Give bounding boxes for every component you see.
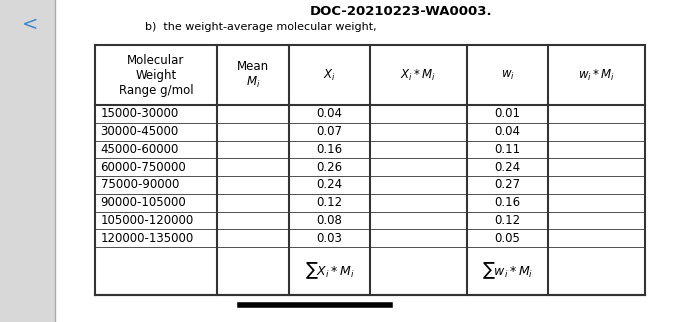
Text: $w_i$: $w_i$ (500, 69, 514, 81)
Text: 75000-90000: 75000-90000 (101, 178, 179, 191)
Text: DOC-20210223-WA0003.: DOC-20210223-WA0003. (310, 5, 493, 18)
Text: 0.12: 0.12 (316, 196, 342, 209)
Text: 0.24: 0.24 (494, 161, 521, 174)
Bar (0, 0, 55, 322)
Text: 0.05: 0.05 (495, 232, 520, 245)
Text: 0.27: 0.27 (494, 178, 521, 191)
Text: 60000-750000: 60000-750000 (101, 161, 186, 174)
Text: <: < (22, 15, 38, 34)
Text: $w_i * M_i$: $w_i * M_i$ (578, 67, 615, 82)
Text: 30000-45000: 30000-45000 (101, 125, 179, 138)
Text: 45000-60000: 45000-60000 (101, 143, 179, 156)
Text: 120000-135000: 120000-135000 (101, 232, 194, 245)
Text: Molecular
Weight
Range g/mol: Molecular Weight Range g/mol (118, 53, 193, 97)
Text: $\sum w_i * M_i$: $\sum w_i * M_i$ (482, 260, 533, 281)
Text: 0.01: 0.01 (494, 107, 521, 120)
Text: 0.12: 0.12 (494, 214, 521, 227)
Text: 105000-120000: 105000-120000 (101, 214, 194, 227)
Text: 0.16: 0.16 (316, 143, 342, 156)
Text: 0.08: 0.08 (316, 214, 342, 227)
Text: 0.03: 0.03 (316, 232, 342, 245)
Text: 0.24: 0.24 (316, 178, 342, 191)
Text: 0.07: 0.07 (316, 125, 342, 138)
Text: b)  the weight-average molecular weight,: b) the weight-average molecular weight, (145, 22, 377, 32)
Text: Mean
$M_i$: Mean $M_i$ (237, 60, 269, 90)
Text: 0.26: 0.26 (316, 161, 342, 174)
Text: 90000-105000: 90000-105000 (101, 196, 186, 209)
Text: 0.11: 0.11 (494, 143, 521, 156)
Text: 15000-30000: 15000-30000 (101, 107, 179, 120)
Text: 0.16: 0.16 (494, 196, 521, 209)
Text: 0.04: 0.04 (316, 107, 342, 120)
Text: $X_i * M_i$: $X_i * M_i$ (400, 67, 437, 82)
Text: $X_i$: $X_i$ (323, 67, 336, 82)
Text: $\sum X_i * M_i$: $\sum X_i * M_i$ (304, 260, 354, 281)
Text: 0.04: 0.04 (494, 125, 521, 138)
